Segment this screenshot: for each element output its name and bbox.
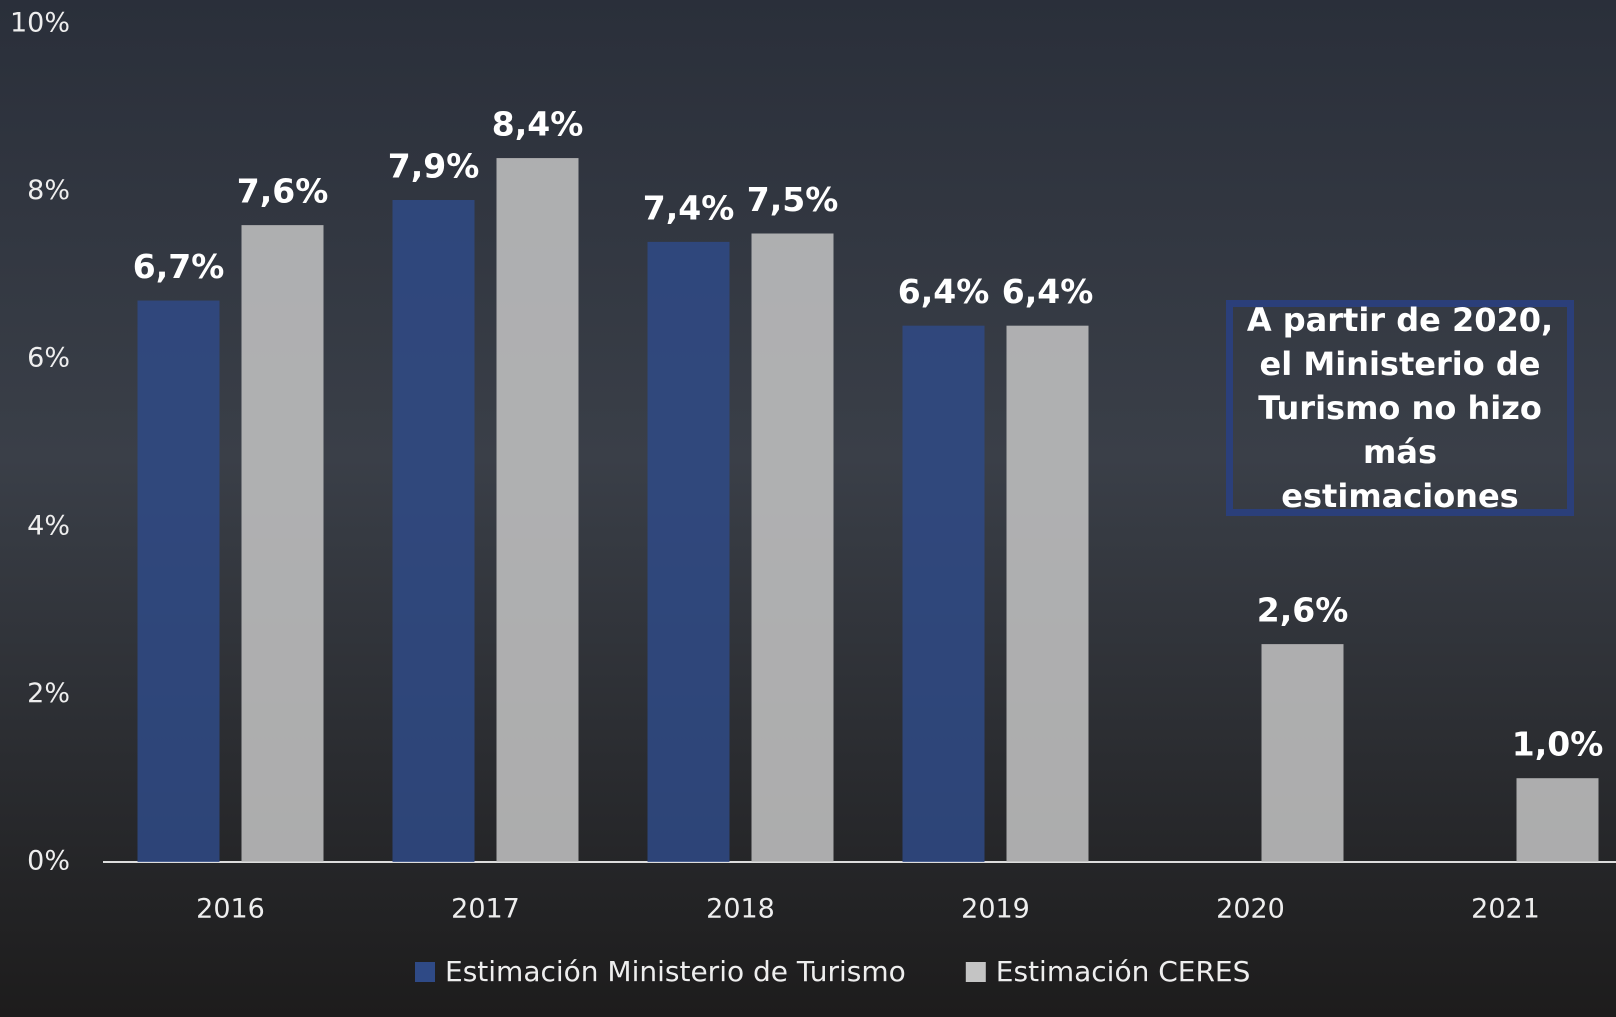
value-label: 7,4% [643, 188, 735, 227]
y-tick-label: 8% [27, 175, 70, 206]
bar [392, 199, 475, 863]
value-label: 8,4% [492, 105, 584, 144]
annotation: A partir de 2020, el Ministerio de Turis… [1226, 300, 1574, 516]
bar [1261, 644, 1344, 862]
legend-swatch [415, 962, 435, 982]
y-tick-label: 4% [27, 510, 70, 541]
x-tick-label: 2018 [706, 894, 775, 925]
value-label: 1,0% [1512, 725, 1604, 764]
legend-swatch [965, 962, 986, 982]
x-tick-label: 2016 [196, 894, 265, 925]
bar [496, 158, 579, 862]
y-tick-label: 2% [27, 678, 70, 709]
bar [1006, 325, 1089, 862]
value-label: 7,9% [388, 146, 480, 185]
x-tick-label: 2021 [1471, 894, 1540, 925]
legend-label: Estimación Ministerio de Turismo [445, 955, 906, 988]
bar [647, 241, 730, 862]
x-tick-label: 2020 [1216, 894, 1285, 925]
legend-label: Estimación CERES [996, 955, 1251, 988]
bar [1516, 778, 1599, 862]
value-label: 2,6% [1257, 591, 1349, 630]
value-label: 6,4% [1002, 272, 1094, 311]
y-tick-label: 0% [27, 846, 70, 877]
y-tick-label: 10% [10, 8, 70, 39]
value-label: 6,4% [898, 272, 990, 311]
bar [902, 325, 985, 862]
value-label: 7,6% [237, 172, 329, 211]
bar [751, 233, 834, 862]
bar [137, 300, 220, 862]
y-tick-label: 6% [27, 343, 70, 374]
value-label: 7,5% [747, 180, 839, 219]
x-tick-label: 2017 [451, 894, 520, 925]
x-tick-label: 2019 [961, 894, 1030, 925]
value-label: 6,7% [133, 247, 225, 286]
bar [241, 225, 324, 862]
